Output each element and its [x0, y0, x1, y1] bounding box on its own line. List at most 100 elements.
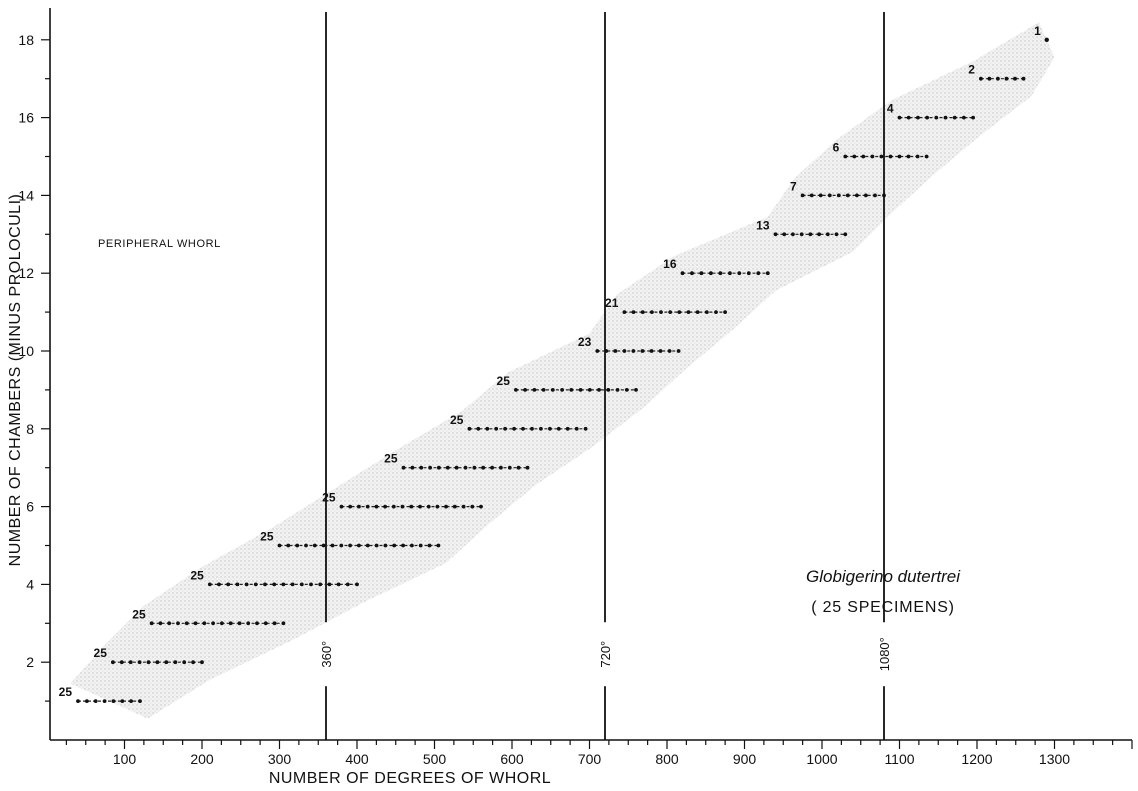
specimen-dot [410, 465, 415, 470]
specimen-dot [111, 660, 115, 665]
specimen-dot [211, 621, 216, 626]
specimen-dot [299, 582, 304, 587]
specimen-dot [435, 504, 440, 509]
specimen-dot [737, 271, 742, 276]
specimen-dot [445, 465, 450, 470]
specimen-dot [85, 699, 89, 703]
specimen-dot [400, 504, 405, 509]
specimen-dot [228, 621, 233, 626]
specimen-dot [852, 154, 857, 159]
specimen-dot [595, 349, 600, 353]
chamber-range-4: 25 [190, 568, 359, 587]
specimen-dot [667, 349, 672, 353]
y-tick-label: 12 [18, 265, 34, 281]
specimen-dot [318, 582, 323, 587]
specimen-dot [452, 504, 457, 509]
chamber-range-2: 25 [94, 646, 204, 665]
specimen-count-label: 25 [497, 374, 511, 388]
specimen-count-label: 16 [663, 257, 677, 271]
specimen-dot [1021, 76, 1026, 81]
specimen-dot [111, 699, 116, 703]
specimen-dot [253, 582, 258, 587]
specimen-dot [418, 543, 423, 548]
specimen-dot [365, 504, 370, 509]
specimen-dot [855, 193, 859, 198]
x-tick-label: 1300 [1039, 751, 1070, 767]
specimen-dot [374, 504, 379, 509]
specimen-count-label: 25 [260, 530, 274, 544]
specimen-dot [836, 193, 841, 198]
specimen-dot [383, 543, 388, 548]
chamber-range-7: 25 [384, 452, 530, 470]
specimen-count-label: 25 [132, 607, 146, 621]
specimen-dot [281, 582, 286, 587]
specimen-dot [906, 154, 911, 159]
specimen-dot [436, 543, 441, 548]
specimen-dot [237, 621, 242, 626]
specimen-count-label: 25 [384, 452, 398, 466]
specimen-dot [756, 271, 761, 276]
specimen-dot [560, 388, 564, 392]
x-tick-label: 100 [113, 751, 137, 767]
specimen-dot [146, 660, 151, 665]
specimen-dot [281, 621, 286, 626]
specimen-dot [330, 543, 335, 548]
specimen-dot [987, 76, 992, 81]
specimen-dot [128, 660, 133, 665]
specimen-dot [521, 426, 525, 431]
x-tick-label: 1100 [884, 751, 914, 767]
specimen-dot [467, 426, 472, 431]
specimen-dot [658, 349, 663, 353]
specimen-dot [119, 660, 124, 665]
specimen-dot [718, 271, 723, 276]
specimen-dot [391, 504, 396, 509]
specimen-dot [916, 115, 920, 120]
specimen-dot [173, 660, 178, 665]
specimen-dot [235, 582, 240, 587]
specimen-dot [686, 310, 691, 314]
specimen-dot [138, 699, 142, 703]
y-tick-label: 10 [18, 343, 34, 359]
specimen-dot [494, 426, 499, 431]
specimen-dot [263, 621, 268, 626]
specimen-dot [622, 310, 627, 314]
specimen-dot [597, 388, 601, 392]
specimen-dot [345, 582, 350, 587]
species-name: Globigerino dutertrei [806, 567, 961, 586]
specimen-dot [426, 504, 431, 509]
specimen-dot [631, 349, 636, 353]
x-tick-label: 1000 [806, 751, 837, 767]
specimen-dot [578, 388, 583, 392]
specimen-dot [392, 543, 397, 548]
specimen-dot [357, 543, 361, 548]
specimen-dot [191, 660, 196, 665]
specimen-dot [365, 543, 370, 548]
y-tick-label: 6 [26, 499, 34, 515]
specimen-dot [339, 504, 344, 509]
specimen-dot [650, 310, 654, 314]
reference-line-label: 1080° [877, 637, 892, 671]
specimen-dot [668, 310, 673, 314]
specimen-count-label: 1 [1034, 24, 1041, 38]
specimen-dot [606, 388, 611, 392]
specimen-dot [523, 388, 527, 392]
y-tick-label: 8 [26, 421, 34, 437]
y-axis-title: NUMBER OF CHAMBERS (MINUS PROLOCULI) [7, 194, 24, 567]
specimen-dot [507, 465, 512, 470]
specimen-dot [512, 426, 516, 431]
specimen-dot [825, 232, 830, 237]
specimen-dot [695, 310, 700, 314]
specimen-dot [882, 193, 886, 198]
specimen-dot [427, 543, 432, 548]
x-tick-label: 400 [345, 751, 369, 767]
specimen-count-label: 25 [190, 568, 204, 582]
specimen-dot [574, 426, 579, 431]
chamber-range-17: 2 [968, 63, 1026, 81]
specimen-dot [565, 426, 570, 431]
specimen-dot [539, 426, 543, 431]
specimen-dot [485, 426, 490, 431]
specimen-dot [659, 310, 663, 314]
specimen-dot [996, 76, 1000, 81]
specimen-dot [309, 582, 313, 587]
